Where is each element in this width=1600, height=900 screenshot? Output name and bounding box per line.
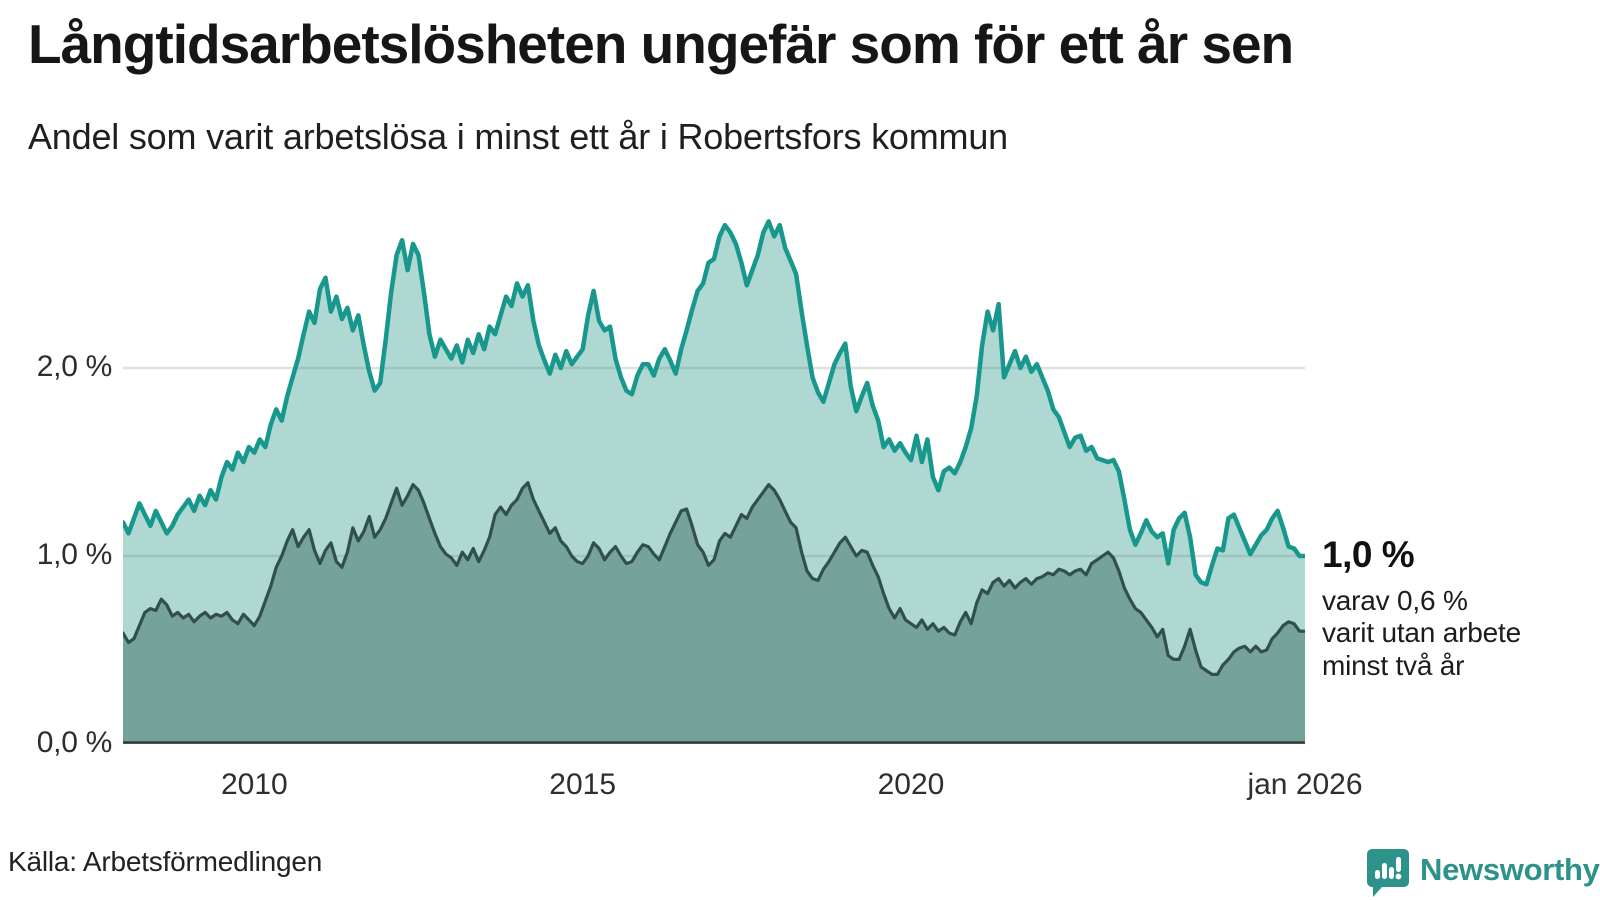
page-subtitle: Andel som varit arbetslösa i minst ett å…	[28, 116, 1008, 157]
y-tick-2,0 %: 2,0 %	[36, 350, 113, 383]
unemployment-area-chart	[123, 219, 1305, 744]
x-tick-2010: 2010	[220, 768, 288, 801]
annotation-line: varit utan arbete	[1322, 617, 1521, 649]
area-fill-two-years	[123, 482, 1305, 744]
source-note: Källa: Arbetsförmedlingen	[8, 846, 323, 877]
y-tick-0,0 %: 0,0 %	[36, 726, 113, 759]
newsworthy-wordmark: Newsworthy	[1420, 852, 1600, 887]
annotation-line: minst två år	[1322, 649, 1465, 681]
x-tick-jan 2026: jan 2026	[1247, 768, 1363, 801]
y-tick-1,0 %: 1,0 %	[36, 538, 113, 571]
newsworthy-bubble-icon	[1367, 849, 1409, 897]
x-tick-2020: 2020	[877, 768, 945, 801]
end-value-detail: varav 0,6 % varit utan arbete minst två år	[1322, 585, 1582, 682]
page-title: Långtidsarbetslösheten ungefär som för e…	[28, 13, 1294, 75]
line-one-year	[123, 219, 1305, 587]
annotation-line: varav 0,6 %	[1322, 585, 1468, 616]
end-value-annotation: 1,0 % varav 0,6 % varit utan arbete minst …	[1322, 534, 1582, 682]
newsworthy-logo: Newsworthy	[1366, 848, 1600, 898]
x-tick-2015: 2015	[549, 768, 617, 801]
line-two-years	[123, 481, 1305, 676]
end-value-label: 1,0 %	[1322, 534, 1415, 575]
